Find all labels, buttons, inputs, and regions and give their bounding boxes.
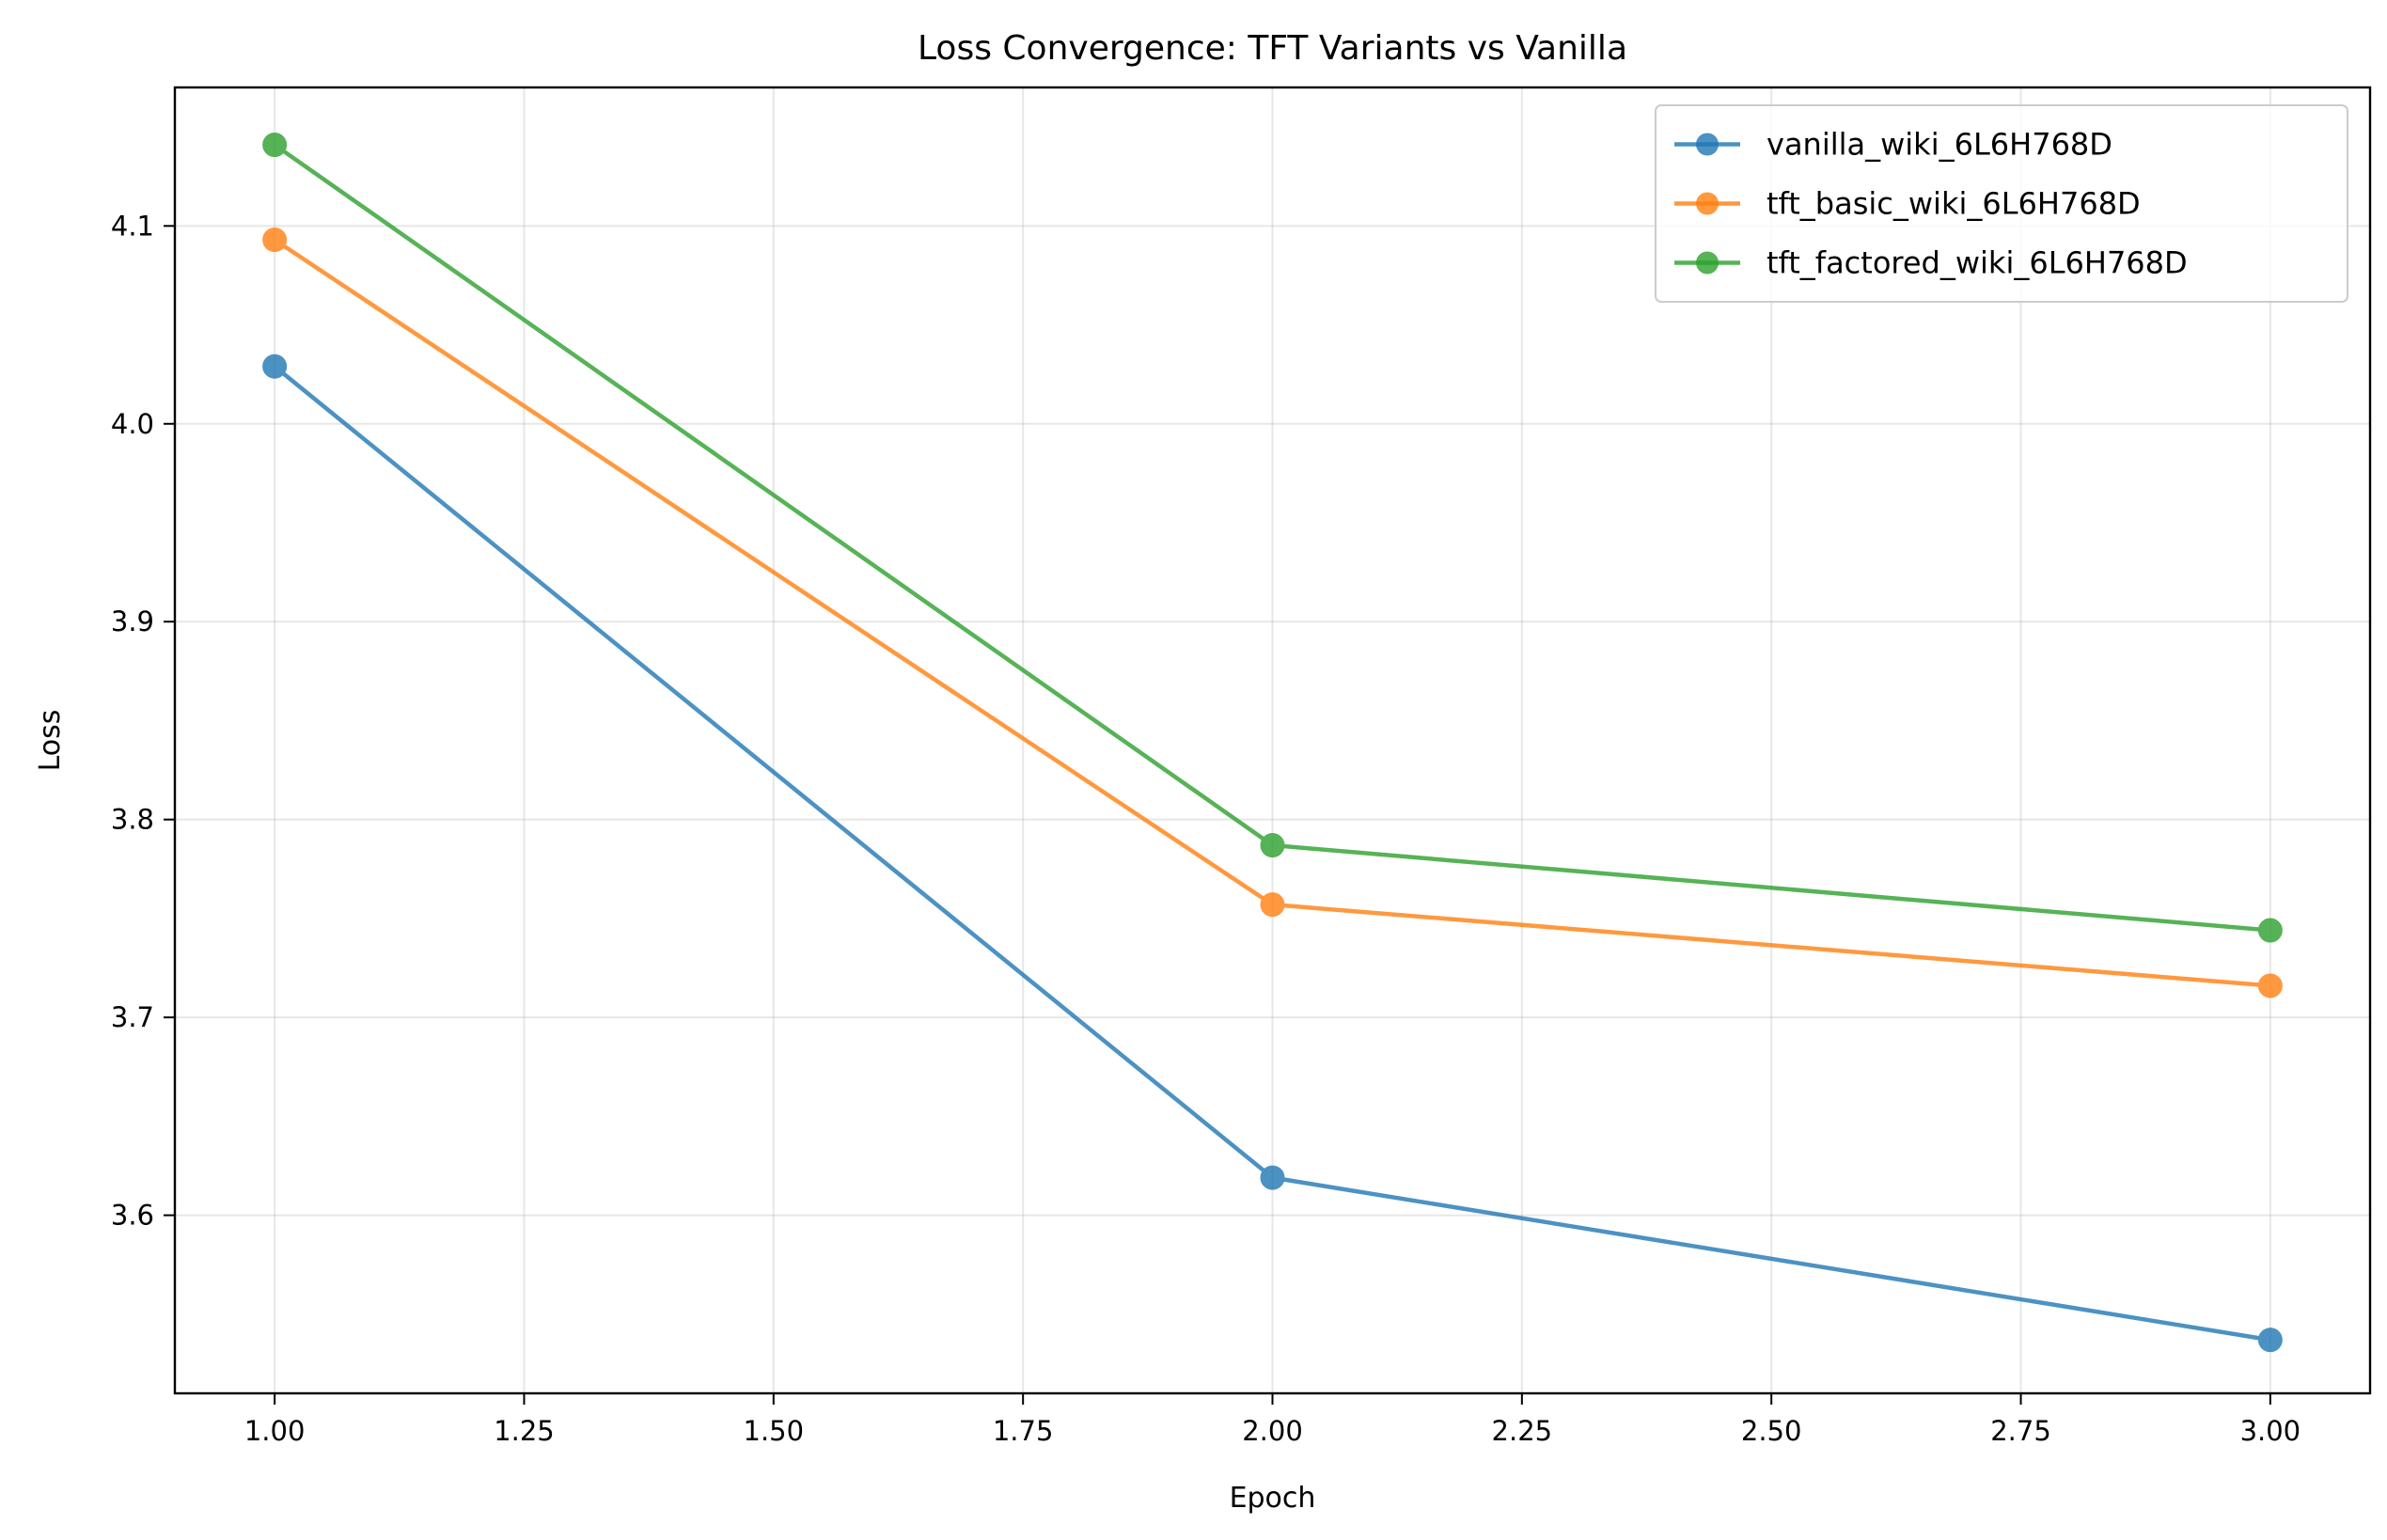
x-axis-label: Epoch [1230, 1482, 1316, 1515]
data-point [2257, 1328, 2283, 1353]
legend-label: vanilla_wiki_6L6H768D [1767, 127, 2112, 163]
y-tick-label: 3.7 [111, 1001, 154, 1033]
legend-item: tft_basic_wiki_6L6H768D [1674, 186, 2141, 222]
ticks: 1.00 1.25 1.50 1.75 2.00 2.25 2.50 2.75 3.00 3.6 3… [111, 210, 2301, 1447]
x-tick-label: 1.50 [744, 1415, 805, 1447]
x-tick-label: 1.00 [244, 1415, 306, 1447]
series-layer [262, 133, 2283, 1353]
legend-item: tft_factored_wiki_6L6H768D [1674, 245, 2188, 281]
legend-label: tft_basic_wiki_6L6H768D [1767, 186, 2141, 222]
data-point [262, 228, 288, 253]
data-point [1260, 833, 1285, 858]
y-tick-label: 3.8 [111, 804, 154, 836]
y-axis-label: Loss [34, 710, 67, 772]
x-tick-label: 2.50 [1741, 1415, 1802, 1447]
data-point [262, 354, 288, 379]
series-tft_basic_wiki_6L6H768D [262, 228, 2283, 998]
series-vanilla_wiki_6L6H768D [262, 354, 2283, 1353]
y-tick-label: 4.0 [111, 408, 154, 440]
series-tft_factored_wiki_6L6H768D [262, 133, 2283, 943]
legend-marker [1696, 251, 1719, 275]
data-point [2257, 918, 2283, 943]
data-point [1260, 1165, 1285, 1190]
legend-box [1655, 104, 2348, 303]
x-tick-label: 2.75 [1990, 1415, 2051, 1447]
x-tick-label: 2.00 [1242, 1415, 1303, 1447]
x-tick-label: 2.25 [1492, 1415, 1553, 1447]
y-tick-label: 3.9 [111, 605, 154, 637]
data-point [2257, 973, 2283, 998]
grid [175, 87, 2370, 1393]
chart-title: Loss Convergence: TFT Variants vs Vanill… [918, 29, 1627, 68]
legend-item: vanilla_wiki_6L6H768D [1674, 127, 2112, 163]
legend-label: tft_factored_wiki_6L6H768D [1767, 245, 2188, 281]
data-point [1260, 892, 1285, 918]
y-tick-label: 3.6 [111, 1200, 154, 1232]
y-tick-label: 4.1 [111, 210, 154, 242]
legend-marker [1696, 133, 1719, 156]
data-point [262, 133, 288, 158]
x-tick-label: 1.75 [993, 1415, 1054, 1447]
x-tick-label: 1.25 [494, 1415, 555, 1447]
legend: vanilla_wiki_6L6H768D tft_basic_wiki_6L6H… [1655, 104, 2348, 303]
x-tick-label: 3.00 [2240, 1415, 2301, 1447]
legend-marker [1696, 192, 1719, 215]
